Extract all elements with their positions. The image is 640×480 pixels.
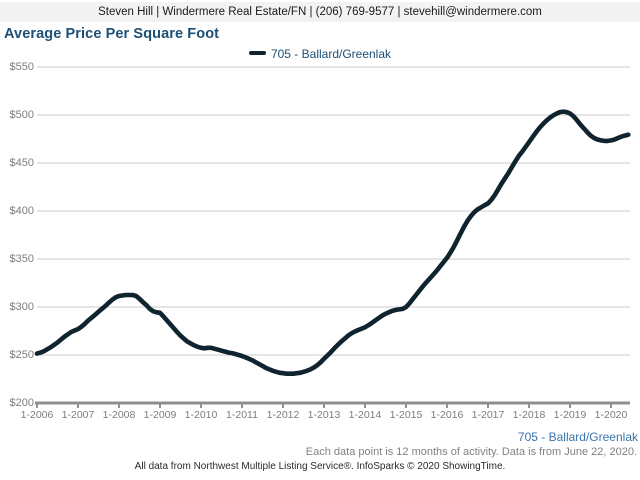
x-axis-tick-label: 1-2014 [348,409,382,421]
y-axis-tick-label: $250 [9,349,34,361]
x-axis-tick-label: 1-2009 [143,409,177,421]
footer-series-label: 705 - Ballard/Greenlak [517,430,638,444]
legend-series-label: 705 - Ballard/Greenlak [270,46,392,61]
x-axis-tick-label: 1-2017 [471,409,505,421]
attribution-text: All data from Northwest Multiple Listing… [134,461,506,472]
y-axis-tick-label: $300 [9,301,34,313]
y-axis-tick-label: $550 [9,61,34,73]
data-note: Each data point is 12 months of activity… [305,446,637,458]
chart-legend: 705 - Ballard/Greenlak [0,46,640,61]
x-axis-tick-label: 1-2016 [430,409,464,421]
x-axis-tick-label: 1-2007 [61,409,95,421]
x-axis-tick-label: 1-2013 [307,409,341,421]
x-axis-tick-label: 1-2006 [20,409,54,421]
y-axis-tick-label: $350 [9,253,34,265]
x-axis-tick-label: 1-2015 [389,409,423,421]
x-axis-tick-label: 1-2010 [184,409,218,421]
x-axis-tick-label: 1-2011 [226,409,258,421]
x-axis-tick-label: 1-2008 [102,409,136,421]
chart-title: Average Price Per Square Foot [4,26,220,42]
y-axis-tick-label: $200 [9,397,34,409]
y-axis-tick-label: $500 [9,109,34,121]
x-axis-tick-label: 1-2020 [594,409,628,421]
legend-line-swatch-icon [248,50,266,55]
contact-header-text: Steven Hill | Windermere Real Estate/FN … [98,6,542,18]
price-series-line [34,109,631,376]
x-axis-tick-label: 1-2018 [512,409,546,421]
contact-header: Steven Hill | Windermere Real Estate/FN … [0,2,640,22]
x-axis-tick-label: 1-2019 [553,409,587,421]
y-axis-tick-label: $400 [9,205,34,217]
y-axis-tick-label: $450 [9,157,34,169]
x-axis-tick-label: 1-2012 [266,409,300,421]
